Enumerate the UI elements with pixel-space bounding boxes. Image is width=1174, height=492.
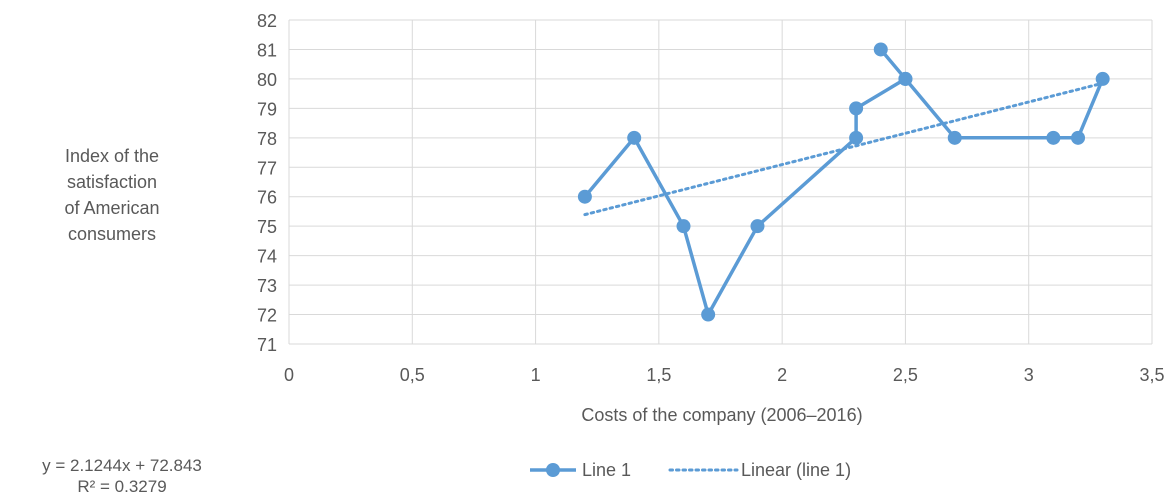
x-tick-label: 0,5 <box>400 365 425 385</box>
data-point <box>577 189 592 204</box>
legend-line-1-marker <box>546 463 560 477</box>
y-axis-label-line: satisfaction <box>67 172 157 192</box>
y-tick-label: 73 <box>257 276 277 296</box>
data-point <box>947 130 962 145</box>
y-axis-label-line: of American <box>64 198 159 218</box>
x-tick-label: 0 <box>284 365 294 385</box>
y-tick-label: 82 <box>257 11 277 31</box>
data-point <box>849 130 864 145</box>
data-point <box>750 219 765 234</box>
legend: Line 1 Linear (line 1) <box>530 460 851 480</box>
trendline-equation: y = 2.1244x + 72.843 <box>42 456 202 475</box>
x-tick-label: 1,5 <box>646 365 671 385</box>
data-point <box>849 101 864 116</box>
trendline-r-squared: R² = 0.3279 <box>77 477 166 492</box>
legend-line-1-label: Line 1 <box>582 460 631 480</box>
y-axis-ticks: 71 72 73 74 75 76 77 78 79 80 81 82 <box>257 11 277 355</box>
x-tick-label: 1 <box>531 365 541 385</box>
y-tick-label: 76 <box>257 188 277 208</box>
x-tick-label: 3 <box>1024 365 1034 385</box>
data-point <box>898 71 913 86</box>
y-tick-label: 71 <box>257 335 277 355</box>
y-tick-label: 72 <box>257 306 277 326</box>
y-axis-label-line: consumers <box>68 224 156 244</box>
y-tick-label: 78 <box>257 129 277 149</box>
x-tick-label: 2,5 <box>893 365 918 385</box>
x-axis-ticks: 0 0,5 1 1,5 2 2,5 3 3,5 <box>284 365 1165 385</box>
data-point <box>676 219 691 234</box>
y-tick-label: 81 <box>257 40 277 60</box>
series-markers <box>577 42 1110 322</box>
y-tick-label: 74 <box>257 247 277 267</box>
y-tick-label: 80 <box>257 70 277 90</box>
gridlines <box>288 19 1153 345</box>
x-tick-label: 3,5 <box>1139 365 1164 385</box>
x-axis-label: Costs of the company (2006–2016) <box>581 405 862 425</box>
data-point <box>1071 130 1086 145</box>
data-point <box>1046 130 1061 145</box>
y-tick-label: 75 <box>257 217 277 237</box>
legend-linear-label: Linear (line 1) <box>741 460 851 480</box>
data-point <box>701 307 716 322</box>
series-line-1 <box>583 47 1105 317</box>
y-tick-label: 77 <box>257 158 277 178</box>
data-point <box>1095 71 1110 86</box>
x-tick-label: 2 <box>777 365 787 385</box>
y-axis-label: Index of the satisfaction of American consu… <box>64 146 159 244</box>
data-point <box>627 130 642 145</box>
y-axis-label-line: Index of the <box>65 146 159 166</box>
data-point <box>873 42 888 57</box>
y-tick-label: 79 <box>257 99 277 119</box>
